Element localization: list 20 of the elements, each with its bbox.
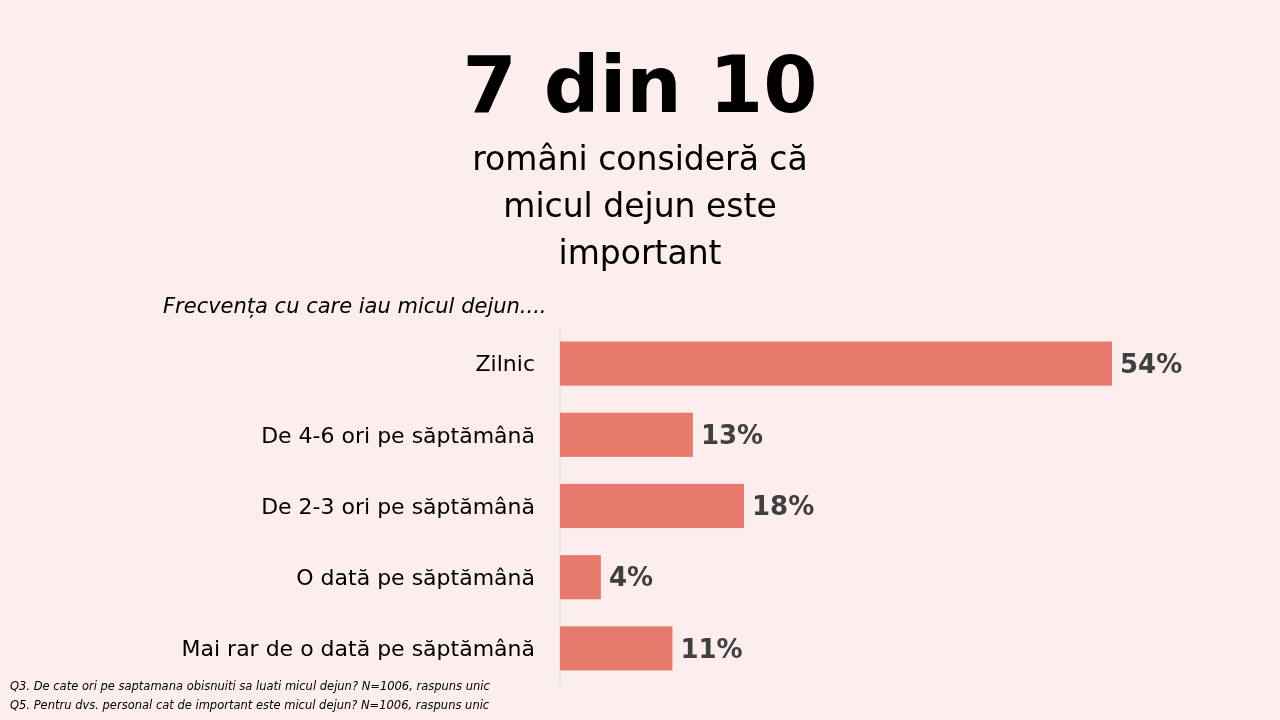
data-label: 54%: [1120, 348, 1183, 379]
data-label: 11%: [680, 633, 743, 664]
y-tick-label: Zilnic: [475, 351, 535, 377]
y-tick-label: De 2-3 ori pe săptămână: [261, 493, 535, 519]
y-tick-label: De 4-6 ori pe săptămână: [261, 422, 535, 448]
data-label: 4%: [608, 562, 654, 593]
bar: [560, 626, 673, 671]
text: Q5. Pentru dvs. personal cat de important este micul dejun? N=1006, raspuns unic: [10, 698, 490, 712]
bar: [560, 555, 601, 600]
bar: [560, 412, 693, 457]
chart-subtitle: români consideră că micul dejun este important: [472, 139, 808, 272]
bar: [560, 341, 1112, 386]
y-tick-label: Mai rar de o dată pe săptămână: [181, 636, 535, 662]
chart-title: 7 din 10: [462, 40, 818, 130]
data-label: 13%: [700, 419, 764, 450]
y-axis-title: Frecvența cu care iau micul dejun....: [163, 294, 547, 318]
data-label: 18%: [752, 491, 815, 522]
text: Q3. De cate ori pe saptamana obisnuiti sa luati micul dejun? N=1006, raspuns unic: [10, 679, 491, 693]
y-tick-label: O dată pe săptămână: [296, 564, 535, 590]
bar: [560, 483, 744, 529]
